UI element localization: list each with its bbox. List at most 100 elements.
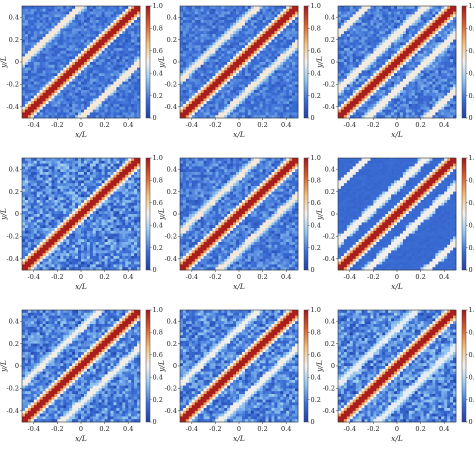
heatmap-cell [438,73,442,77]
heatmap-cell [253,59,257,63]
heatmap-cell [414,98,418,102]
heatmap-cell [78,78,82,82]
heatmap-cell [241,92,246,96]
heatmap-cell [435,50,439,54]
heatmap-cell [411,92,415,96]
heatmap-cell [95,76,99,80]
heatmap-cell [262,62,266,66]
heatmap-cell [358,6,362,10]
heatmap-cell [119,11,123,15]
heatmap-cell [361,48,365,52]
heatmap-cell [206,109,210,113]
heatmap-cell [429,73,433,77]
heatmap-cell [209,53,213,57]
heatmap-cell [72,59,76,63]
heatmap-cell [81,25,85,29]
heatmap-cell [364,56,368,60]
heatmap-cell [274,48,278,52]
heatmap-cell [131,70,135,74]
heatmap-cell [24,59,29,63]
heatmap-cell [247,36,252,40]
heatmap-cell [230,31,234,35]
heatmap-cell [262,17,266,21]
heatmap-cell [191,73,196,77]
heatmap-cell [385,6,389,10]
heatmap-cell [45,92,49,96]
heatmap-cell [86,56,91,60]
heatmap-cell [435,104,439,108]
heatmap-cell [51,84,55,88]
heatmap-cell [78,39,82,43]
heatmap-cell [289,14,293,18]
heatmap-cell [110,70,114,74]
heatmap-cell [110,20,114,24]
heatmap-cell [247,67,252,71]
heatmap-cell [227,67,231,71]
heatmap-cell [343,115,348,119]
heatmap-cell [286,48,290,52]
heatmap-cell [128,160,132,164]
heatmap-cell [453,87,457,91]
heatmap-cell [33,73,38,77]
heatmap-cell [274,62,278,66]
heatmap-cell [182,59,187,63]
heatmap-cell [89,22,94,26]
heatmap-cell [194,45,198,49]
heatmap-cell [289,56,293,60]
heatmap-cell [394,73,398,77]
heatmap-cell [244,104,249,108]
heatmap-cell [42,59,46,63]
heatmap-cell [367,28,371,32]
heatmap-cell [230,42,234,46]
heatmap-cell [405,14,410,18]
heatmap-cell [394,90,398,94]
heatmap-cell [280,28,284,32]
heatmap-cell [197,104,201,108]
heatmap-cell [271,67,275,71]
heatmap-cell [81,84,85,88]
heatmap-cell [212,56,216,60]
heatmap-cell [277,92,281,96]
heatmap-cell [113,6,117,10]
heatmap-cell [218,78,222,82]
heatmap-cell [265,34,269,38]
heatmap-cell [221,101,225,105]
heatmap-cell [122,81,126,85]
heatmap-cell [182,56,187,60]
heatmap-cell [218,90,222,94]
heatmap-cell [83,34,88,38]
heatmap-cell [292,48,296,52]
heatmap-cell [104,81,108,85]
heatmap-cell [180,42,184,46]
heatmap-cell [86,98,91,102]
heatmap-cell [349,42,354,46]
heatmap-cell [239,70,243,74]
heatmap-cell [134,31,138,35]
heatmap-cell [209,45,213,49]
heatmap-cell [218,115,222,119]
heatmap-cell [212,17,216,21]
heatmap-cell [394,42,398,46]
heatmap-cell [423,50,427,54]
heatmap-cell [131,81,135,85]
heatmap-cell [379,14,383,18]
heatmap-cell [122,98,126,102]
heatmap-cell [420,73,424,77]
heatmap-cell [81,95,85,99]
heatmap-cell [36,84,40,88]
heatmap-cell [180,56,184,60]
heatmap-cell [274,112,278,116]
heatmap-cell [113,42,117,46]
heatmap-cell [78,50,82,54]
heatmap-cell [241,17,246,21]
heatmap-cell [98,48,102,52]
heatmap-cell [397,98,401,102]
heatmap-cell [265,22,269,26]
heatmap-cell [385,76,389,80]
heatmap-cell [447,81,451,85]
heatmap-cell [104,76,108,80]
heatmap-cell [435,84,439,88]
heatmap-cell [110,39,114,43]
heatmap-cell [233,78,237,82]
x-tick-label: -0.4 [186,121,199,129]
